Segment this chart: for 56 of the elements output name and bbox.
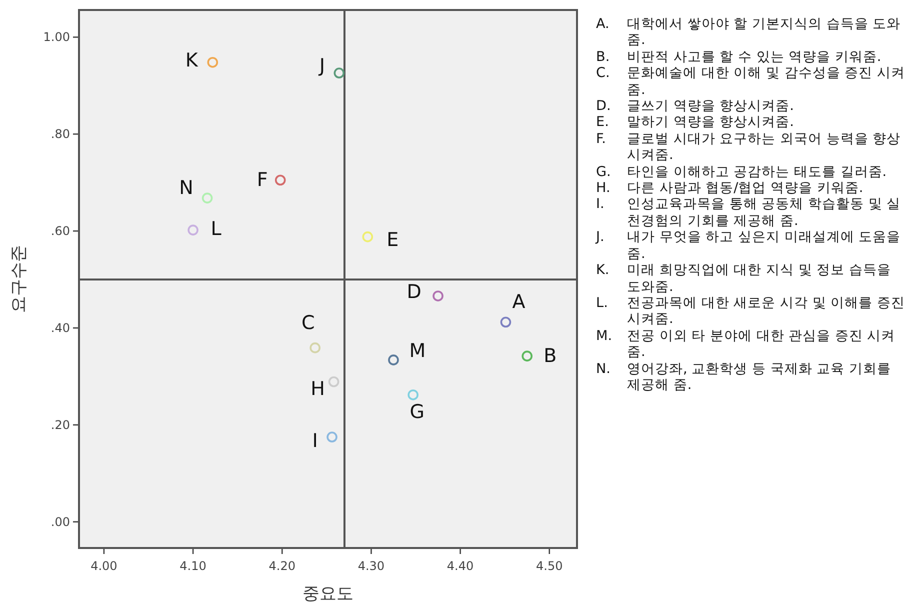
text: N. 영어강좌, 교환학생 등 국제화 교육 기회를 제공해 줌. bbox=[596, 360, 891, 393]
point bbox=[522, 350, 533, 362]
x-tick-label: 4.30 bbox=[358, 559, 385, 573]
x-tick-label: 4.50 bbox=[536, 559, 563, 573]
x-axis-title: 중요도 bbox=[302, 584, 354, 604]
series-label: H bbox=[310, 378, 325, 400]
point bbox=[326, 432, 338, 442]
series-label: L bbox=[210, 218, 222, 240]
y-tick-label: .80 bbox=[50, 127, 70, 142]
text: M. 전공 이외 타 분야에 대한 관심을 증진 시켜줌. bbox=[596, 328, 896, 361]
point bbox=[500, 316, 512, 328]
x-tick-label: 4.20 bbox=[268, 559, 296, 573]
text: K. 미래 희망직업에 대한 지식 및 정보 습득을 도와줌. bbox=[596, 262, 891, 294]
x-tick-label: 4.10 bbox=[180, 559, 206, 573]
series-label: A bbox=[512, 291, 526, 314]
series-label: C bbox=[301, 312, 315, 334]
text: G. 타인을 이해하고 공감하는 태도를 길러줌. bbox=[596, 164, 888, 180]
text: L. 전공과목에 대한 새로운 시각 및 이해를 증진 시켜줌. bbox=[596, 294, 905, 328]
y-tick-label: .60 bbox=[50, 224, 70, 238]
point bbox=[388, 354, 399, 366]
text: J. 내가 무엇을 하고 싶은지 미래설계에 도움을 줌. bbox=[596, 229, 901, 262]
text: E. 말하기 역량을 향상시켜줌. bbox=[596, 114, 794, 130]
series-label: K bbox=[185, 49, 198, 72]
text: C. 문화예술에 대한 이해 및 감수성을 증진 시켜줌. bbox=[596, 65, 905, 98]
text: A. 대학에서 쌓아야 할 기본지식의 습득을 도와줌. bbox=[596, 16, 901, 48]
series-label: D bbox=[406, 280, 422, 303]
y-tick-label: .40 bbox=[50, 320, 70, 335]
series-label: E bbox=[386, 228, 399, 251]
series-label: J bbox=[318, 55, 325, 78]
point bbox=[408, 389, 418, 400]
x-tick-label: 4.40 bbox=[446, 559, 474, 573]
point bbox=[310, 342, 320, 354]
y-tick-label: .20 bbox=[50, 418, 70, 432]
text: D. 글쓰기 역량을 향상시켜줌. bbox=[596, 98, 795, 114]
point bbox=[202, 192, 213, 204]
x-tick-label: 4.00 bbox=[90, 559, 118, 573]
text: B. 비판적 사고를 할 수 있는 역량을 키워줌. bbox=[596, 48, 882, 65]
text: H. 다른 사람과 협동/협업 역량을 키워줌. bbox=[596, 180, 864, 196]
series-label: F bbox=[256, 169, 268, 192]
series-label: N bbox=[179, 177, 194, 200]
point bbox=[188, 224, 198, 236]
y-tick-label: .00 bbox=[50, 514, 70, 529]
series-label: M bbox=[409, 340, 426, 362]
series-label: G bbox=[410, 400, 424, 423]
point bbox=[328, 376, 340, 388]
point bbox=[334, 68, 345, 78]
point bbox=[207, 56, 218, 68]
y-axis-title: 요구수준 bbox=[9, 245, 29, 313]
series-label: I bbox=[312, 430, 318, 452]
point bbox=[274, 174, 286, 186]
y-tick-label: 1.00 bbox=[43, 30, 70, 44]
point bbox=[432, 290, 444, 302]
point bbox=[362, 231, 374, 242]
text: F. 글로벌 시대가 요구하는 외국어 능력을 향상시켜줌. bbox=[596, 130, 901, 164]
series-label: B bbox=[544, 345, 557, 368]
text: I. 인성교육과목을 통해 공동체 학습활동 및 실천경험의 기회를 제공해 줌. bbox=[596, 196, 901, 229]
